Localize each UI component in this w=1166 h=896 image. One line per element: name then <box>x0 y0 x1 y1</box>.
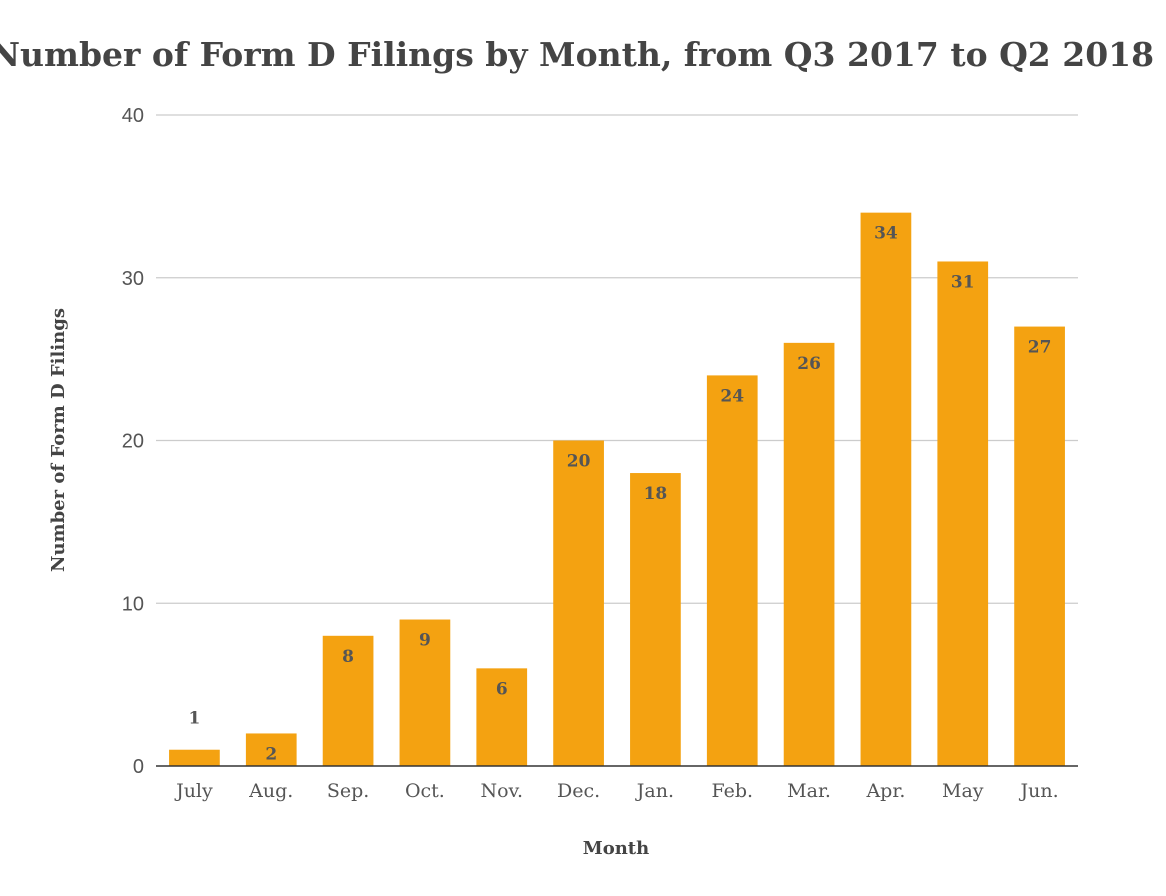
bar <box>937 261 989 766</box>
bar-value-label: 34 <box>874 224 898 244</box>
y-axis-ticks: 0 10 20 30 40 <box>122 105 144 778</box>
y-tick-label: 40 <box>122 105 144 127</box>
y-tick-label: 10 <box>122 593 144 615</box>
bar <box>860 212 912 766</box>
x-tick-label: Apr. <box>865 780 905 802</box>
data-labels: 1 2 8 9 6 20 18 24 26 34 31 27 <box>188 224 1051 765</box>
x-tick-label: Jan. <box>635 780 674 802</box>
bar-value-label: 8 <box>342 647 354 667</box>
bar <box>783 342 835 766</box>
gridlines <box>156 114 1078 604</box>
bar-value-label: 2 <box>265 744 277 764</box>
bar <box>322 635 374 766</box>
bar <box>706 375 758 766</box>
y-tick-label: 20 <box>122 431 144 453</box>
bar-value-label: 27 <box>1028 338 1052 358</box>
bar-value-label: 1 <box>188 709 200 729</box>
x-tick-label: May <box>942 780 984 802</box>
y-tick-label: 0 <box>133 756 144 778</box>
x-tick-label: Feb. <box>711 780 753 802</box>
y-axis-title: Number of Form D Filings <box>48 308 69 572</box>
x-tick-label: Mar. <box>787 780 831 802</box>
bar <box>476 668 528 766</box>
bar-value-label: 31 <box>951 272 975 292</box>
bar-value-label: 6 <box>496 679 508 699</box>
bar-value-label: 9 <box>419 631 431 651</box>
x-tick-label: July <box>174 780 213 802</box>
bar-value-label: 26 <box>797 354 821 374</box>
bar-value-label: 24 <box>720 386 744 406</box>
x-tick-label: Jun. <box>1019 780 1059 802</box>
x-tick-label: Nov. <box>480 780 523 802</box>
y-tick-label: 30 <box>122 268 144 290</box>
x-tick-label: Sep. <box>327 780 369 802</box>
x-tick-label: Dec. <box>557 780 600 802</box>
x-axis-ticks: July Aug. Sep. Oct. Nov. Dec. Jan. Feb. Mar. Apr.… <box>174 780 1059 802</box>
bar-value-label: 20 <box>567 452 591 472</box>
bars <box>169 212 1065 766</box>
chart-title: Number of Form D Filings by Month, from … <box>0 35 1154 74</box>
bar <box>630 473 681 766</box>
bar <box>399 619 451 766</box>
bar-value-label: 18 <box>644 484 668 504</box>
bar <box>553 440 604 766</box>
bar <box>1014 326 1065 766</box>
x-tick-label: Aug. <box>248 780 293 802</box>
bar <box>245 733 297 766</box>
x-tick-label: Oct. <box>405 780 445 802</box>
bar <box>169 749 220 766</box>
x-axis-title: Month <box>583 838 649 859</box>
